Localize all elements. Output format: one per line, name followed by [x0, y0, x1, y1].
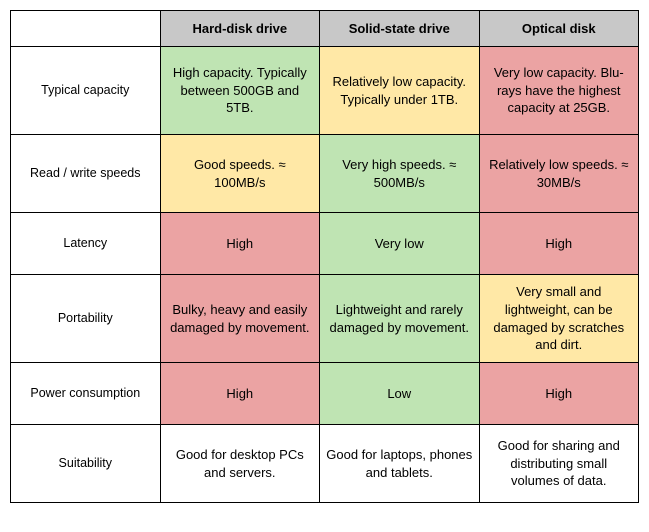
cell: High — [479, 213, 639, 275]
cell: High — [160, 363, 319, 425]
col-header-optical: Optical disk — [479, 11, 639, 47]
cell: Lightweight and rarely damaged by moveme… — [320, 275, 479, 363]
cell: High — [160, 213, 319, 275]
cell: Good speeds. ≈ 100MB/s — [160, 135, 319, 213]
row-label: Suitability — [11, 425, 161, 503]
col-header-hdd: Hard-disk drive — [160, 11, 319, 47]
cell: Good for sharing and distributing small … — [479, 425, 639, 503]
cell: High capacity. Typically between 500GB a… — [160, 47, 319, 135]
cell: Very high speeds. ≈ 500MB/s — [320, 135, 479, 213]
storage-comparison-table: Hard-disk drive Solid-state drive Optica… — [10, 10, 639, 503]
cell: Good for laptops, phones and tablets. — [320, 425, 479, 503]
table-row: Typical capacityHigh capacity. Typically… — [11, 47, 639, 135]
row-label: Portability — [11, 275, 161, 363]
row-label: Read / write speeds — [11, 135, 161, 213]
table-row: PortabilityBulky, heavy and easily damag… — [11, 275, 639, 363]
cell: Very low — [320, 213, 479, 275]
cell: High — [479, 363, 639, 425]
col-header-ssd: Solid-state drive — [320, 11, 479, 47]
cell: Relatively low speeds. ≈ 30MB/s — [479, 135, 639, 213]
corner-cell — [11, 11, 161, 47]
row-label: Latency — [11, 213, 161, 275]
cell: Good for desktop PCs and servers. — [160, 425, 319, 503]
table-row: Power consumptionHighLowHigh — [11, 363, 639, 425]
table-row: Read / write speedsGood speeds. ≈ 100MB/… — [11, 135, 639, 213]
cell: Low — [320, 363, 479, 425]
header-row: Hard-disk drive Solid-state drive Optica… — [11, 11, 639, 47]
row-label: Power consumption — [11, 363, 161, 425]
cell: Very small and lightweight, can be damag… — [479, 275, 639, 363]
table-row: LatencyHighVery lowHigh — [11, 213, 639, 275]
table-body: Typical capacityHigh capacity. Typically… — [11, 47, 639, 503]
row-label: Typical capacity — [11, 47, 161, 135]
cell: Very low capacity. Blu-rays have the hig… — [479, 47, 639, 135]
cell: Bulky, heavy and easily damaged by movem… — [160, 275, 319, 363]
table-row: SuitabilityGood for desktop PCs and serv… — [11, 425, 639, 503]
cell: Relatively low capacity. Typically under… — [320, 47, 479, 135]
